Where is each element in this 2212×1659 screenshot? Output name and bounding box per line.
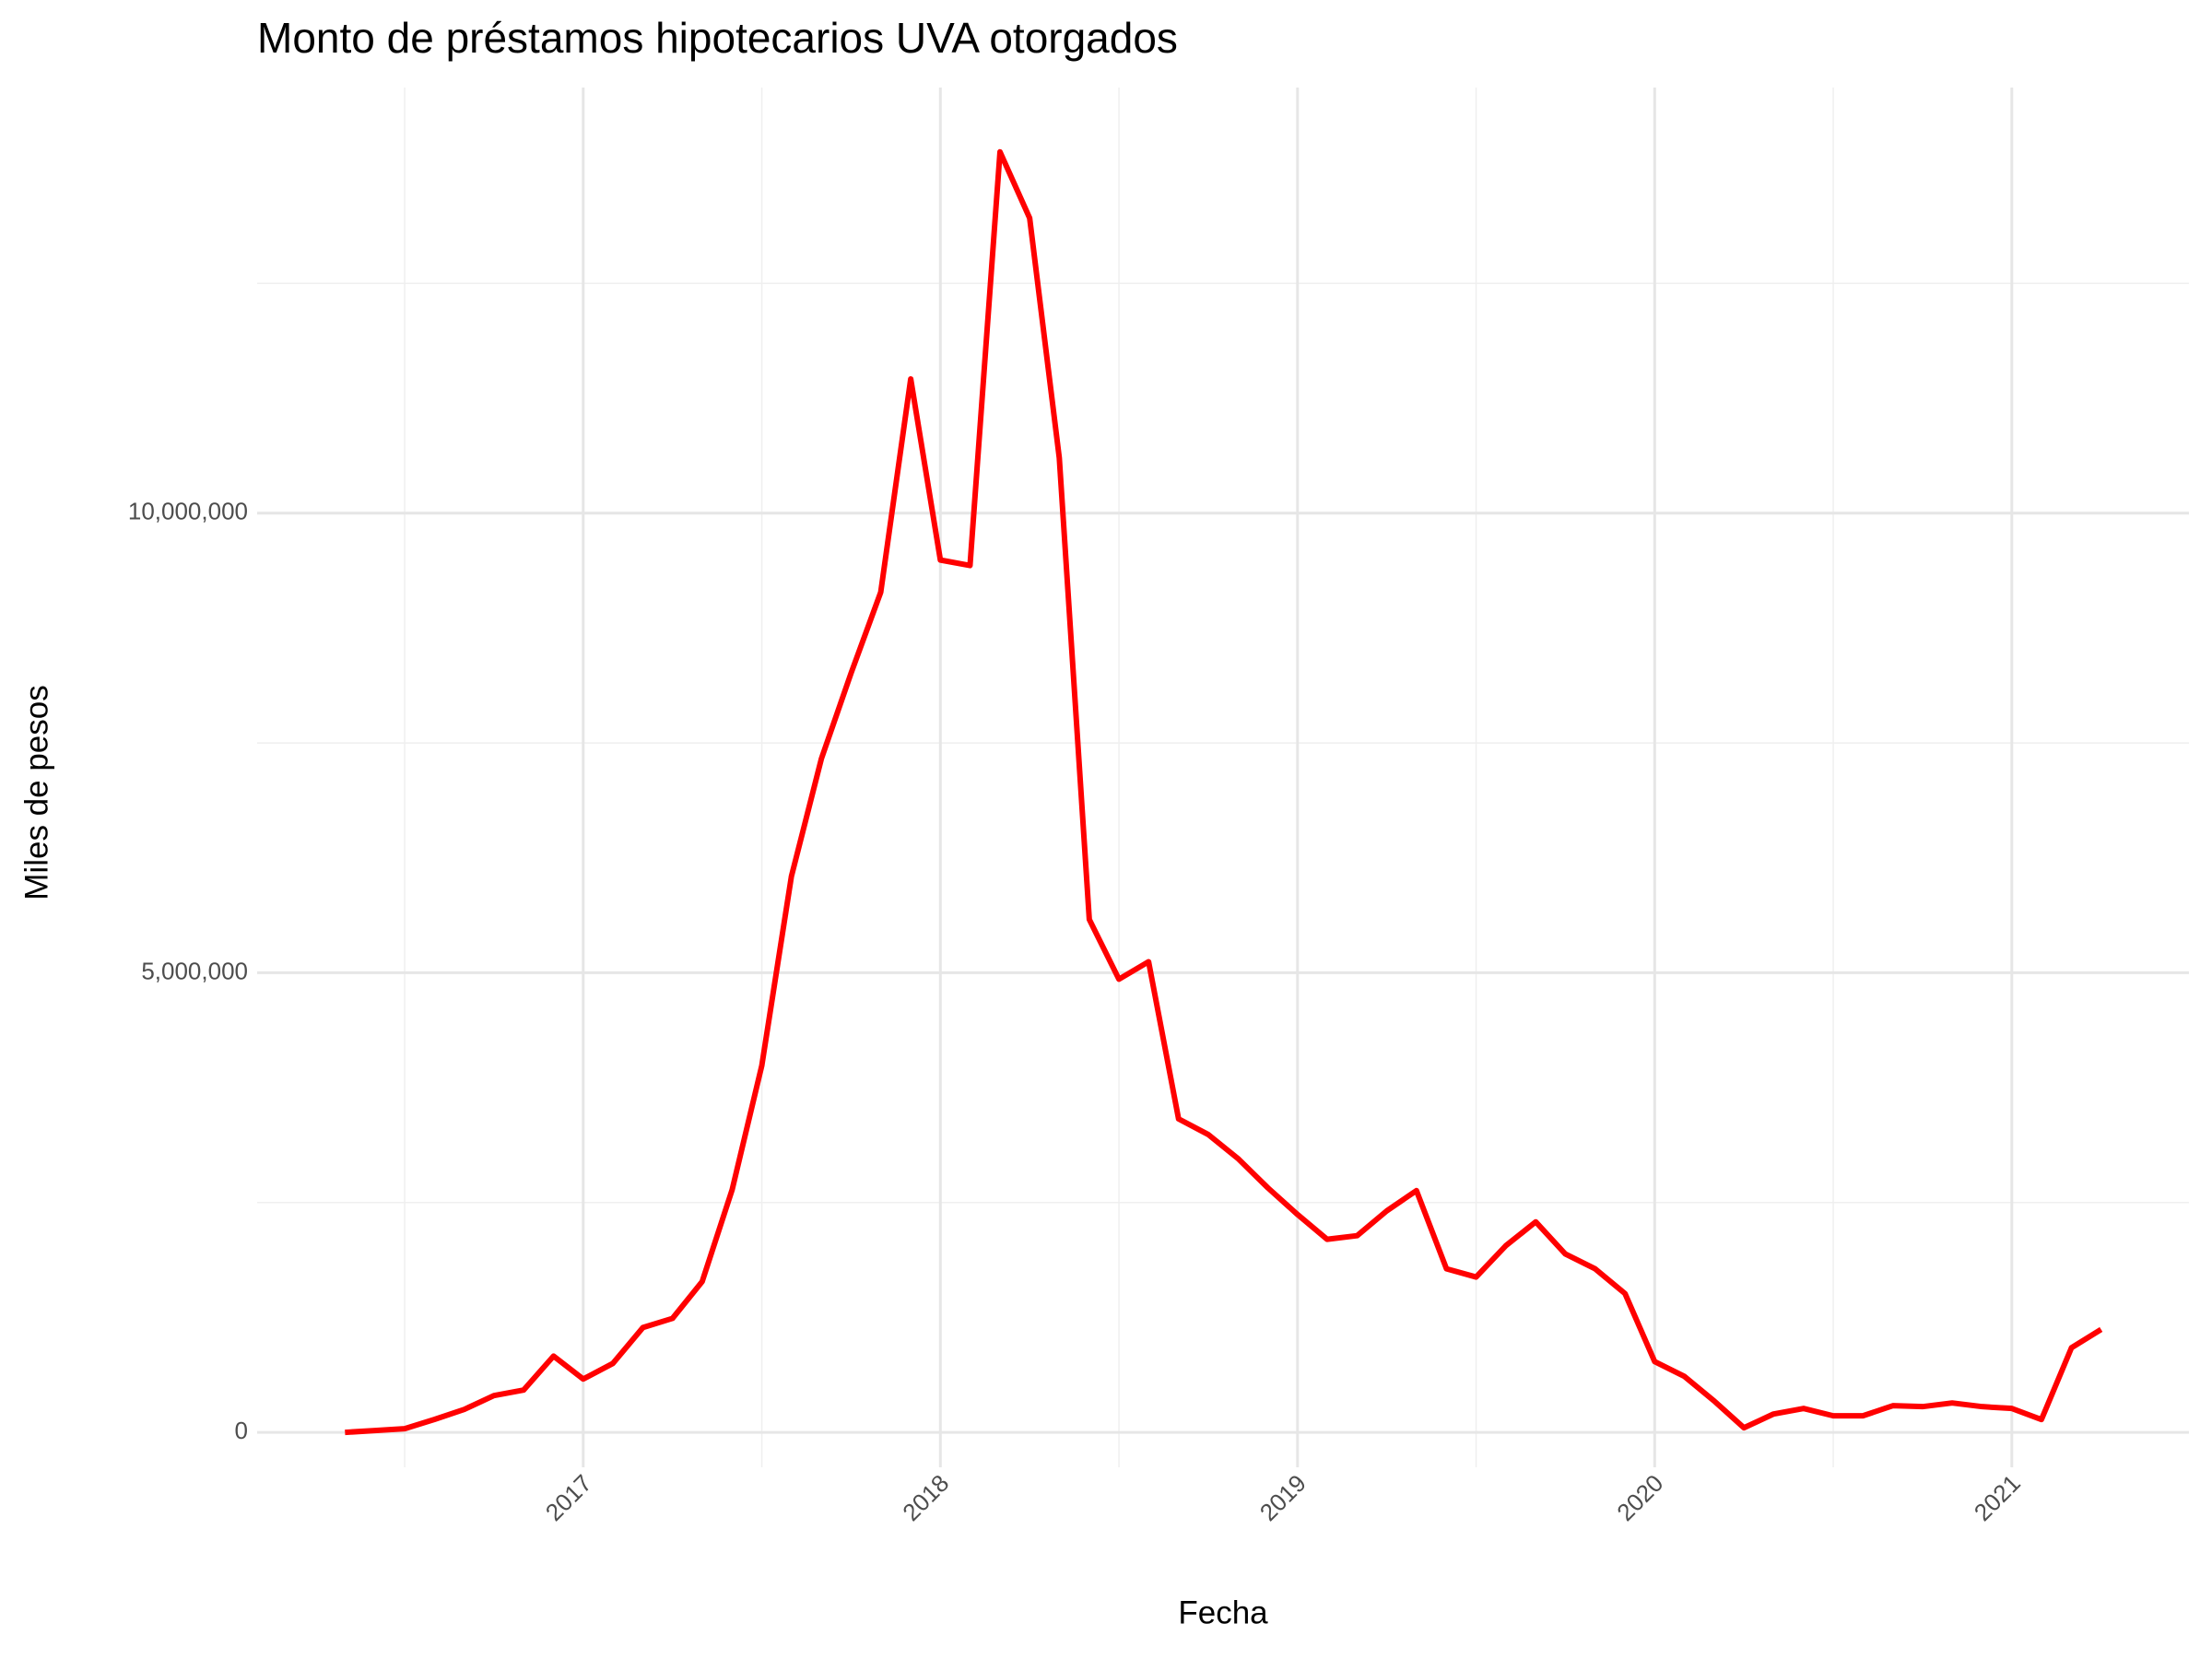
y-tick-label: 0 bbox=[235, 1417, 248, 1444]
x-axis-title: Fecha bbox=[1178, 1594, 1268, 1630]
x-tick-label: 2020 bbox=[1611, 1469, 1668, 1526]
y-axis-title: Miles de pesos bbox=[18, 685, 54, 900]
y-tick-label: 5,000,000 bbox=[141, 957, 248, 984]
x-tick-label: 2018 bbox=[897, 1469, 954, 1526]
y-tick-label: 10,000,000 bbox=[128, 498, 248, 525]
data-line bbox=[345, 148, 2103, 1436]
x-tick-label: 2019 bbox=[1254, 1469, 1312, 1526]
x-tick-label: 2021 bbox=[1969, 1469, 2026, 1526]
x-tick-label: 2017 bbox=[540, 1469, 597, 1526]
chart-title: Monto de préstamos hipotecarios UVA otor… bbox=[257, 14, 1178, 62]
